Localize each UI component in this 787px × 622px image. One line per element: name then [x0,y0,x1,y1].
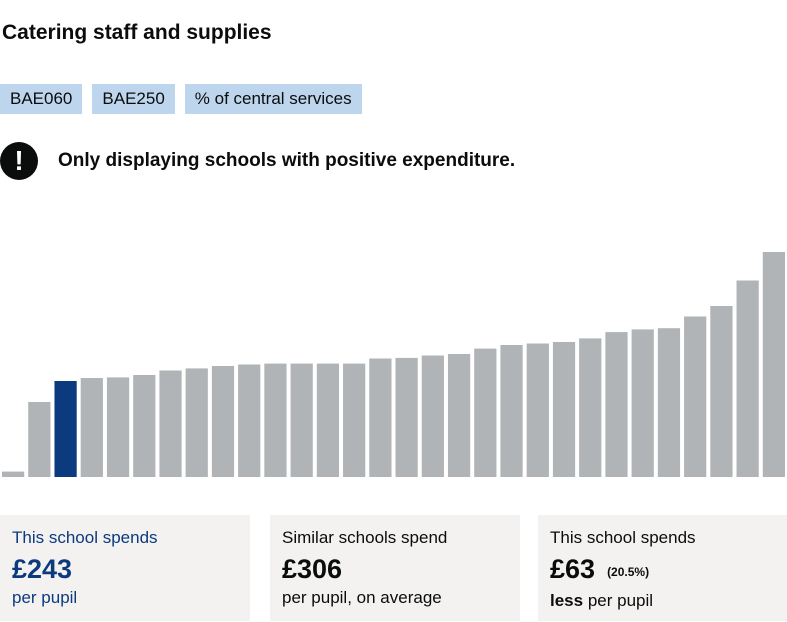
bar-school[interactable] [80,378,103,477]
difference-percent: (20.5%) [607,565,650,579]
bar-school[interactable] [500,345,523,477]
exclamation-icon: ! [0,142,38,180]
difference-value-row: £63 (20.5%) [550,553,775,588]
bar-school[interactable] [264,363,287,477]
difference-value: £63 [550,554,596,584]
this-school-unit: per pupil [12,588,78,607]
bar-school[interactable] [605,332,628,477]
bar-school[interactable] [710,306,733,477]
bar-school[interactable] [106,377,130,477]
bar-school[interactable] [395,357,418,477]
similar-schools-card: Similar schools spend £306 per pupil, on… [270,515,520,621]
bar-school[interactable] [133,375,156,477]
bar-school[interactable] [421,355,444,478]
difference-card: This school spends £63 (20.5%) less per p… [538,515,787,621]
this-school-label: This school spends [12,528,158,547]
bar-school[interactable] [343,363,366,477]
expenditure-bar-chart [2,252,785,478]
tag-bae250: BAE250 [92,84,175,114]
tag-bae060: BAE060 [0,84,83,114]
tag-central-services: % of central services [184,84,362,114]
bar-school[interactable] [290,363,313,477]
bar-school[interactable] [526,343,549,478]
bar-school[interactable] [447,354,471,477]
this-school-value: £243 [12,554,73,584]
bar-school[interactable] [316,363,340,477]
bar-school[interactable] [579,338,602,477]
this-school-card: This school spends £243 per pupil [0,515,250,621]
similar-schools-value: £306 [282,554,343,584]
bar-school[interactable] [211,366,235,477]
bar-school[interactable] [684,316,707,478]
warning-message: ! Only displaying schools with positive … [0,141,515,181]
bar-school[interactable] [369,358,392,478]
bar-school[interactable] [2,471,25,477]
warning-text: Only displaying schools with positive ex… [58,150,516,171]
bar-school[interactable] [159,370,182,478]
bar-school[interactable] [552,342,576,477]
difference-label: This school spends [550,528,696,547]
bar-school[interactable] [474,348,497,477]
bar-school[interactable] [762,252,785,477]
page-title: Catering staff and supplies [2,21,272,44]
bar-school[interactable] [185,368,208,477]
bar-school[interactable] [631,329,654,477]
bar-school[interactable] [657,328,681,477]
bar-school[interactable] [238,364,261,478]
summary-cards: This school spends £243 per pupil Simila… [0,515,787,621]
difference-unit-row: less per pupil [550,591,775,611]
similar-schools-unit: per pupil, on average [282,588,442,607]
bar-this-school[interactable] [54,381,77,477]
bar-school[interactable] [736,280,759,478]
similar-schools-label: Similar schools spend [282,528,448,547]
difference-direction: less [550,591,584,610]
difference-unit: per pupil [587,591,654,610]
bar-school[interactable] [28,402,51,477]
tag-list: BAE060 BAE250 % of central services [0,84,362,114]
